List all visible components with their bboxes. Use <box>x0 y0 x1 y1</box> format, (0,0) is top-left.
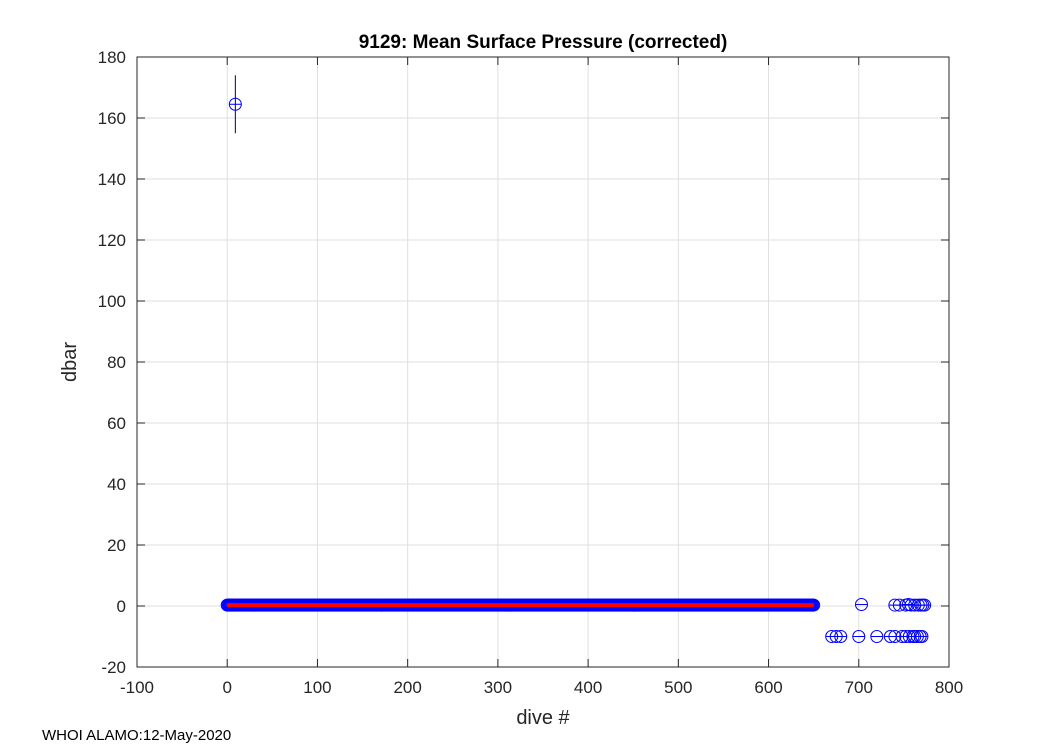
y-tick-label: 60 <box>107 414 126 433</box>
x-tick-label: 200 <box>393 678 421 697</box>
x-tick-label: 500 <box>664 678 692 697</box>
x-tick-label: 100 <box>303 678 331 697</box>
x-tick-label: 300 <box>484 678 512 697</box>
y-tick-label: 40 <box>107 475 126 494</box>
marks <box>220 75 932 643</box>
y-tick-label: 0 <box>117 597 126 616</box>
footer-stamp: WHOI ALAMO:12-May-2020 <box>42 727 232 744</box>
y-tick-label: 100 <box>98 292 126 311</box>
x-axis-label: dive # <box>516 707 570 729</box>
y-tick-label: 180 <box>98 48 126 67</box>
y-axis-label: dbar <box>59 342 81 382</box>
x-tick-label: 700 <box>845 678 873 697</box>
y-tick-label: -20 <box>101 658 126 677</box>
grid <box>136 56 950 668</box>
y-tick-label: 20 <box>107 536 126 555</box>
y-tick-label: 140 <box>98 170 126 189</box>
y-tick-label: 80 <box>107 353 126 372</box>
x-tick-label: 800 <box>935 678 963 697</box>
ticks: -100 0 100 200 300 400 500 600 700 800 -20 0 20 40 60 8… <box>98 48 964 697</box>
x-tick-label: 400 <box>574 678 602 697</box>
y-tick-label: 120 <box>98 231 126 250</box>
y-tick-label: 160 <box>98 109 126 128</box>
x-tick-label: 600 <box>754 678 782 697</box>
chart-title: 9129: Mean Surface Pressure (corrected) <box>359 32 728 53</box>
x-tick-label: 0 <box>222 678 231 697</box>
x-tick-label: -100 <box>120 678 154 697</box>
